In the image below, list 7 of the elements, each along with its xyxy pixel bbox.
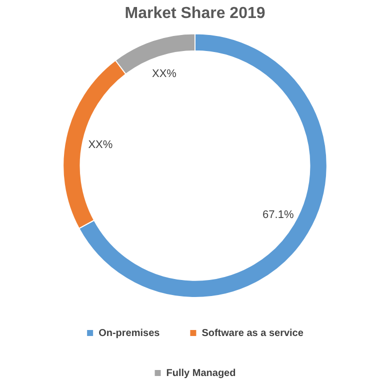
chart-title: Market Share 2019 <box>124 5 266 22</box>
legend-label: Fully Managed <box>166 368 236 379</box>
data-label: XX% <box>88 139 113 152</box>
data-label: 67.1% <box>262 209 294 222</box>
legend-label: On-premises <box>98 328 160 339</box>
data-label: XX% <box>152 68 177 80</box>
legend-label: Software as a service <box>202 328 304 339</box>
